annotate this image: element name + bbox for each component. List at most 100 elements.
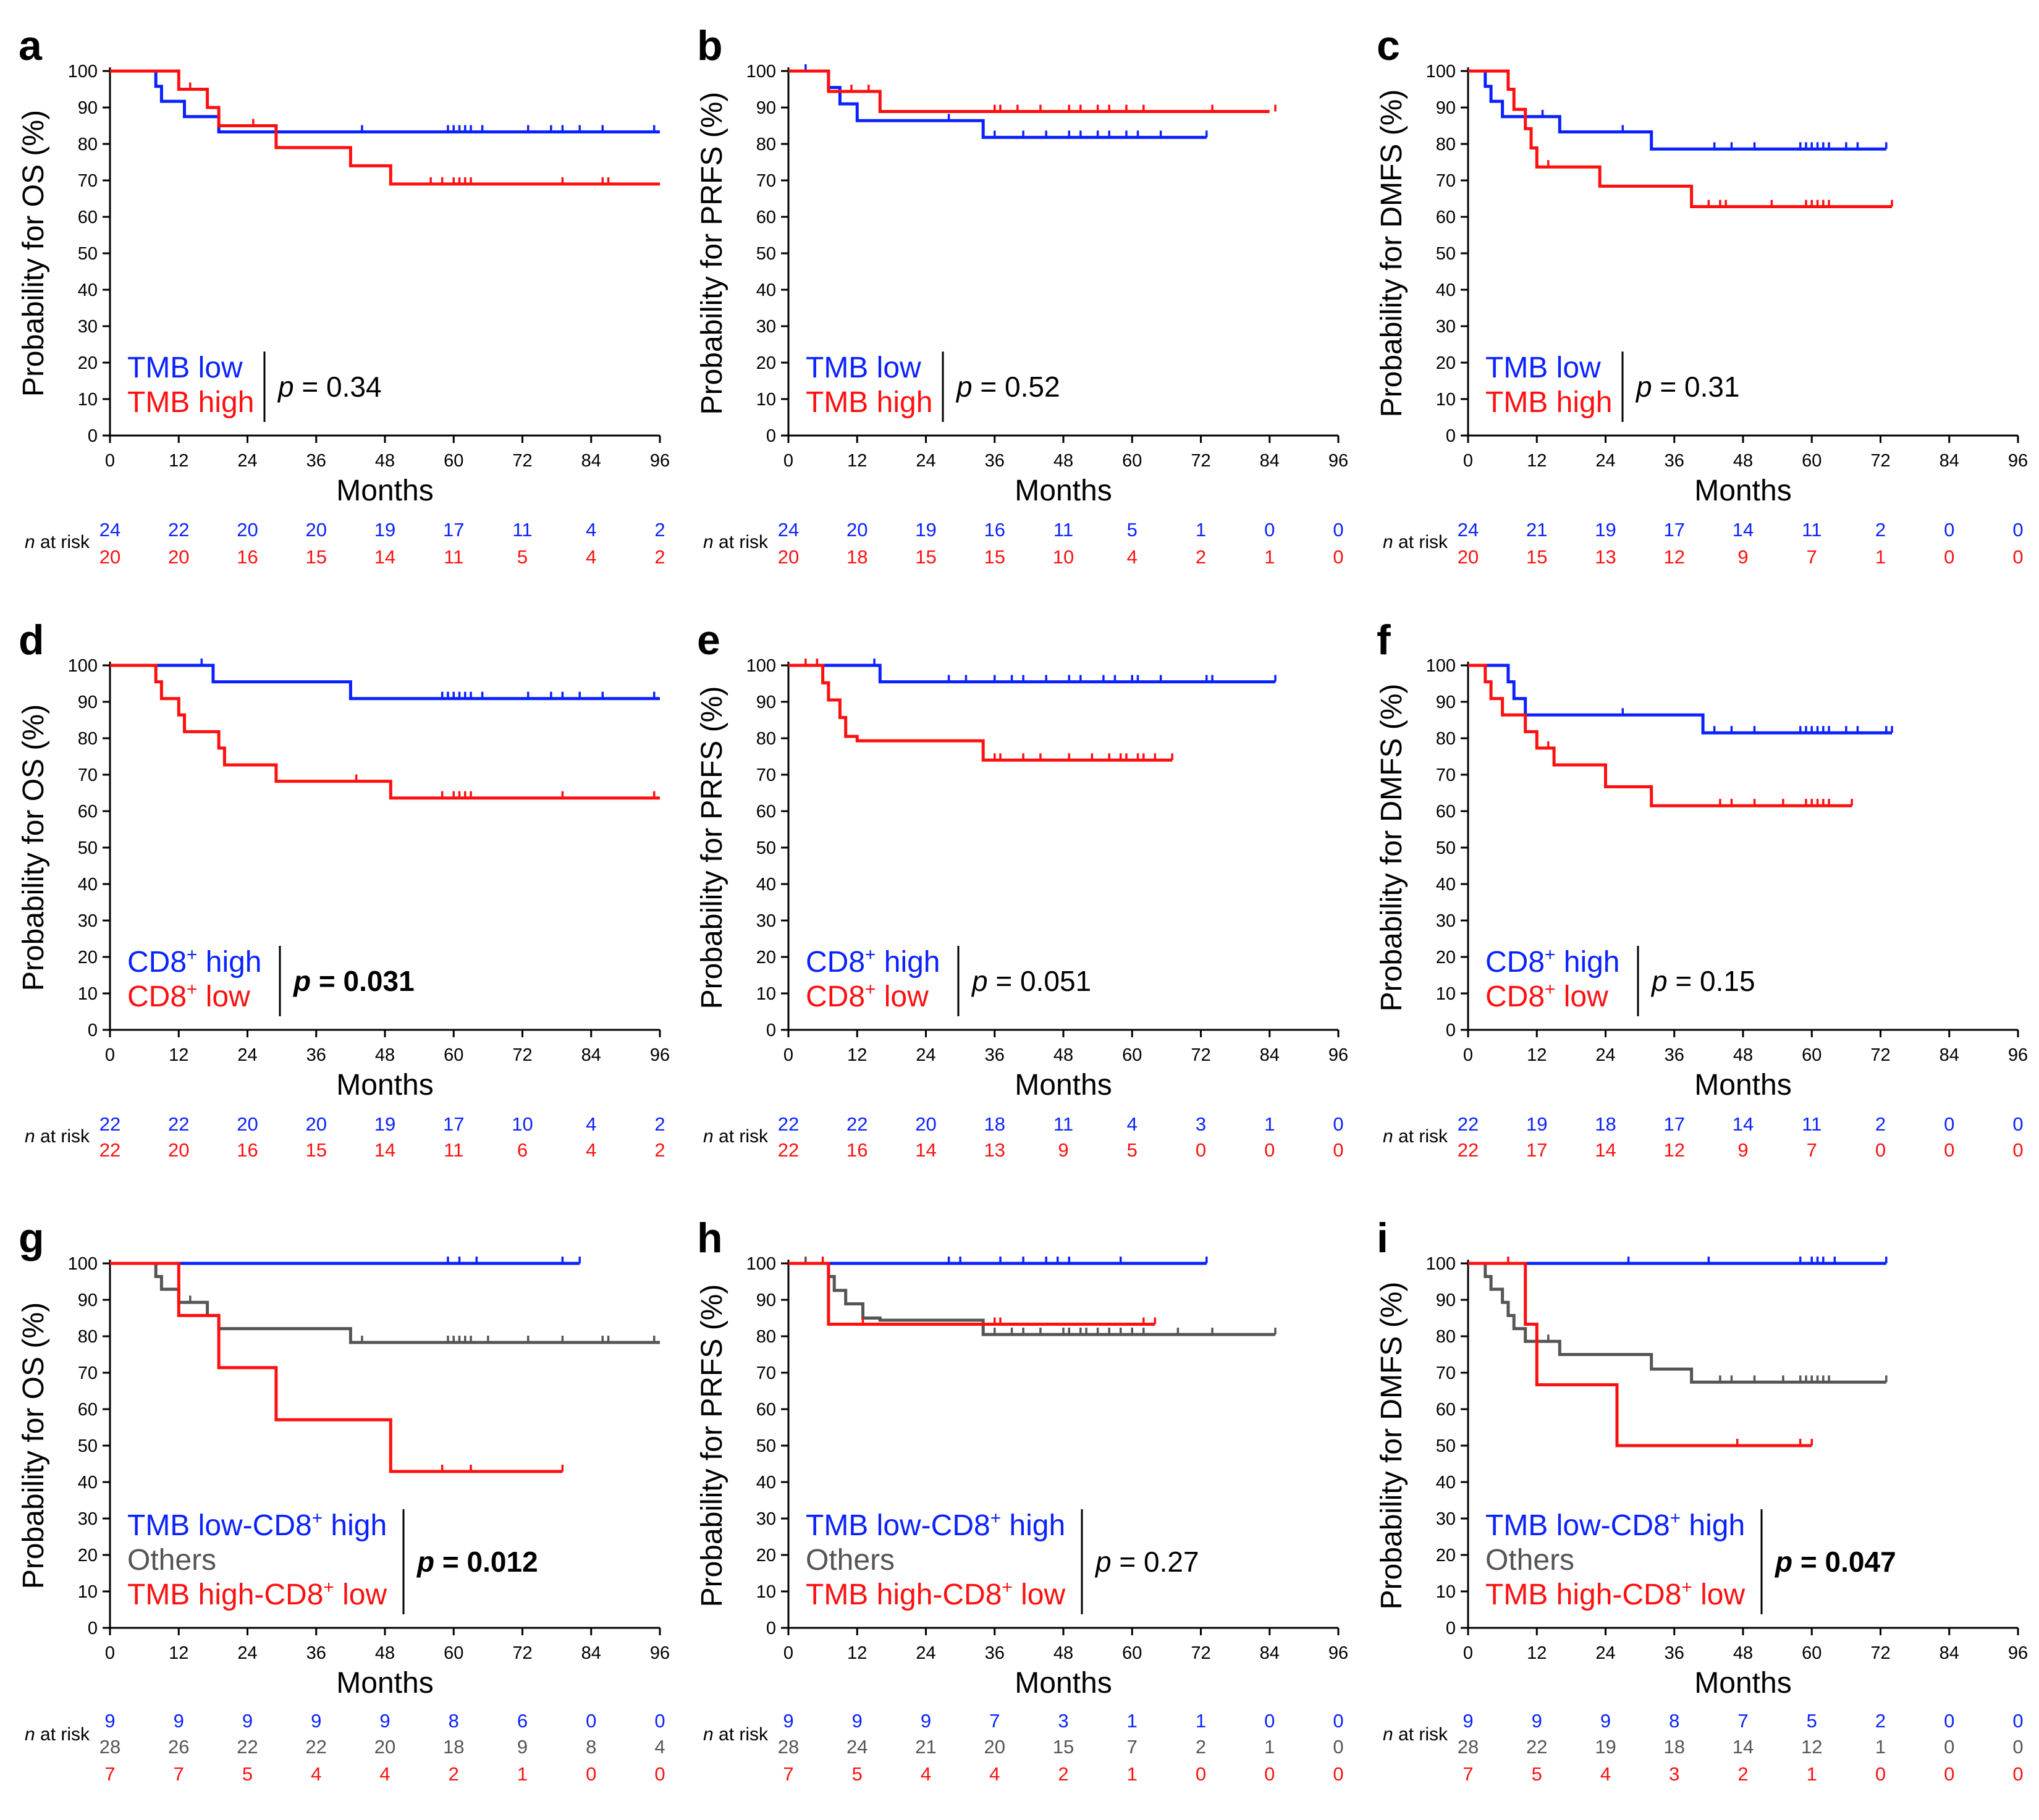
x-tick-label: 48 bbox=[1733, 1045, 1753, 1065]
risk-count-red: 15 bbox=[306, 1139, 327, 1161]
y-tick-label: 80 bbox=[1436, 729, 1456, 749]
p-value: p = 0.31 bbox=[1635, 371, 1740, 403]
risk-count-grey: 28 bbox=[99, 1736, 120, 1758]
risk-count-red: 0 bbox=[654, 1763, 665, 1785]
x-tick-label: 48 bbox=[1733, 1643, 1753, 1663]
risk-count-red: 12 bbox=[1664, 546, 1685, 568]
x-axis-label: Months bbox=[1694, 474, 1791, 507]
y-tick-label: 90 bbox=[78, 98, 98, 118]
x-tick-label: 36 bbox=[306, 1643, 326, 1663]
legend-entry-blue: TMB low-CD8+​ high bbox=[127, 1508, 387, 1542]
x-tick-label: 36 bbox=[1665, 451, 1684, 471]
panel-letter: e bbox=[697, 617, 720, 664]
legend-entry-grey: Others bbox=[806, 1544, 895, 1577]
risk-count-red: 0 bbox=[1333, 1139, 1343, 1161]
y-tick-label: 90 bbox=[1436, 98, 1456, 118]
y-axis-label: Probability for OS (%) bbox=[17, 1302, 50, 1589]
x-tick-label: 24 bbox=[916, 451, 935, 471]
risk-count-blue: 24 bbox=[99, 519, 120, 541]
risk-count-blue: 1 bbox=[1127, 1710, 1138, 1732]
panel-letter: b bbox=[697, 22, 723, 69]
x-tick-label: 84 bbox=[1940, 1643, 1959, 1663]
risk-count-red: 7 bbox=[104, 1763, 115, 1785]
risk-count-blue: 2 bbox=[1875, 1113, 1886, 1135]
risk-count-red: 7 bbox=[1807, 546, 1817, 568]
x-tick-label: 36 bbox=[306, 451, 326, 471]
risk-count-grey: 22 bbox=[306, 1736, 327, 1758]
x-tick-label: 72 bbox=[512, 1643, 532, 1663]
risk-count-blue: 2 bbox=[654, 1113, 665, 1135]
legend-entry-red: CD8+​ low bbox=[806, 979, 929, 1013]
risk-count-blue: 19 bbox=[1595, 519, 1616, 541]
y-tick-label: 50 bbox=[78, 1436, 98, 1456]
risk-count-grey: 21 bbox=[915, 1736, 936, 1758]
risk-count-red: 2 bbox=[449, 1763, 459, 1785]
legend-entry-red: TMB high bbox=[1485, 386, 1612, 419]
risk-count-red: 2 bbox=[654, 546, 665, 568]
x-tick-label: 60 bbox=[1122, 1643, 1142, 1663]
risk-count-red: 22 bbox=[778, 1139, 799, 1161]
risk-count-blue: 9 bbox=[852, 1710, 863, 1732]
risk-count-blue: 22 bbox=[168, 1113, 189, 1135]
risk-count-red: 0 bbox=[1333, 546, 1343, 568]
x-tick-label: 24 bbox=[1595, 1643, 1615, 1663]
risk-table-title: n at risk bbox=[25, 1126, 90, 1147]
x-tick-label: 84 bbox=[1260, 1643, 1280, 1663]
x-tick-label: 48 bbox=[1053, 451, 1073, 471]
y-axis-label: Probability for DMFS (%) bbox=[1375, 90, 1408, 418]
y-tick-label: 30 bbox=[1436, 317, 1456, 337]
risk-count-blue: 24 bbox=[1458, 519, 1479, 541]
x-tick-label: 36 bbox=[985, 451, 1005, 471]
y-tick-label: 0 bbox=[766, 1619, 776, 1638]
risk-count-red: 0 bbox=[2012, 546, 2023, 568]
km-curve-blue bbox=[110, 69, 660, 133]
x-tick-label: 12 bbox=[169, 451, 188, 471]
risk-count-grey: 20 bbox=[374, 1736, 395, 1758]
y-tick-label: 20 bbox=[78, 948, 98, 967]
y-tick-label: 80 bbox=[756, 135, 776, 154]
risk-count-red: 0 bbox=[1944, 1139, 1954, 1161]
risk-count-red: 4 bbox=[379, 1763, 390, 1785]
risk-count-red: 0 bbox=[2012, 1139, 2023, 1161]
risk-count-blue: 8 bbox=[449, 1710, 459, 1732]
panel-letter: i bbox=[1377, 1215, 1388, 1262]
x-tick-label: 0 bbox=[783, 451, 793, 471]
km-curve-grey bbox=[1468, 1262, 1886, 1384]
x-tick-label: 12 bbox=[1527, 1045, 1547, 1065]
y-tick-label: 60 bbox=[1436, 802, 1456, 822]
x-tick-label: 72 bbox=[1870, 451, 1890, 471]
y-axis-label: Probability for PRFS (%) bbox=[696, 686, 728, 1009]
risk-count-blue: 0 bbox=[1333, 519, 1343, 541]
risk-count-blue: 0 bbox=[1944, 1113, 1954, 1135]
x-axis-label: Months bbox=[336, 1069, 433, 1102]
y-tick-label: 30 bbox=[756, 1509, 776, 1529]
risk-count-red: 4 bbox=[1127, 546, 1138, 568]
y-tick-label: 60 bbox=[756, 208, 776, 227]
x-tick-label: 12 bbox=[1527, 451, 1547, 471]
risk-count-red: 4 bbox=[311, 1763, 321, 1785]
y-tick-label: 100 bbox=[1426, 1254, 1456, 1274]
legend-entry-blue: TMB low bbox=[806, 352, 921, 384]
risk-count-blue: 9 bbox=[1463, 1710, 1473, 1732]
risk-count-blue: 0 bbox=[2012, 519, 2023, 541]
y-tick-label: 20 bbox=[756, 948, 776, 967]
y-tick-label: 80 bbox=[1436, 135, 1456, 154]
p-value: p = 0.031 bbox=[292, 965, 415, 997]
risk-count-blue: 0 bbox=[2012, 1710, 2023, 1732]
risk-count-blue: 1 bbox=[1264, 1113, 1275, 1135]
risk-count-blue: 4 bbox=[586, 1113, 596, 1135]
risk-count-blue: 20 bbox=[237, 1113, 258, 1135]
risk-count-red: 0 bbox=[2012, 1763, 2023, 1785]
legend-entry-red: CD8+​ low bbox=[127, 979, 250, 1013]
x-tick-label: 84 bbox=[1260, 451, 1280, 471]
risk-count-red: 16 bbox=[237, 546, 258, 568]
x-tick-label: 24 bbox=[237, 1643, 257, 1663]
p-value: p = 0.34 bbox=[277, 371, 382, 403]
y-tick-label: 60 bbox=[78, 1400, 98, 1420]
y-tick-label: 10 bbox=[78, 1582, 98, 1602]
y-tick-label: 30 bbox=[78, 317, 98, 337]
panel-letter: g bbox=[19, 1215, 44, 1262]
y-tick-label: 30 bbox=[1436, 911, 1456, 931]
panel-letter: a bbox=[19, 22, 43, 69]
